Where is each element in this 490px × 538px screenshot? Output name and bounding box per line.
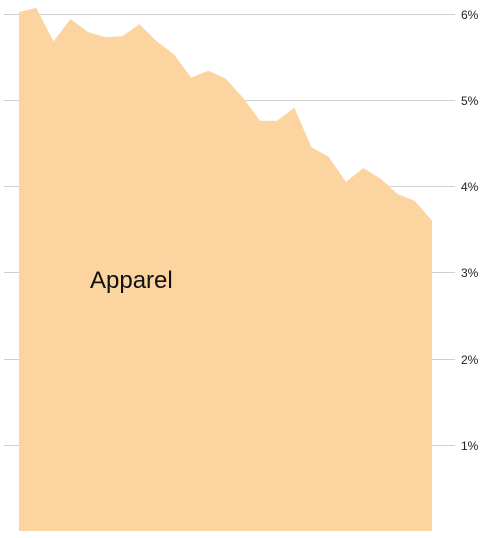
y-tick-label-5: 5% bbox=[461, 94, 479, 108]
y-tick-label-4: 4% bbox=[461, 180, 479, 194]
y-axis-ticks: 1% 2% 3% 4% 5% 6% bbox=[461, 8, 479, 453]
series-label-apparel: Apparel bbox=[90, 267, 173, 294]
y-tick-label-2: 2% bbox=[461, 353, 479, 367]
y-tick-label-1: 1% bbox=[461, 439, 479, 453]
y-tick-label-6: 6% bbox=[461, 8, 479, 22]
area-apparel bbox=[19, 7, 432, 531]
area-series bbox=[19, 7, 432, 531]
y-tick-label-3: 3% bbox=[461, 266, 479, 280]
